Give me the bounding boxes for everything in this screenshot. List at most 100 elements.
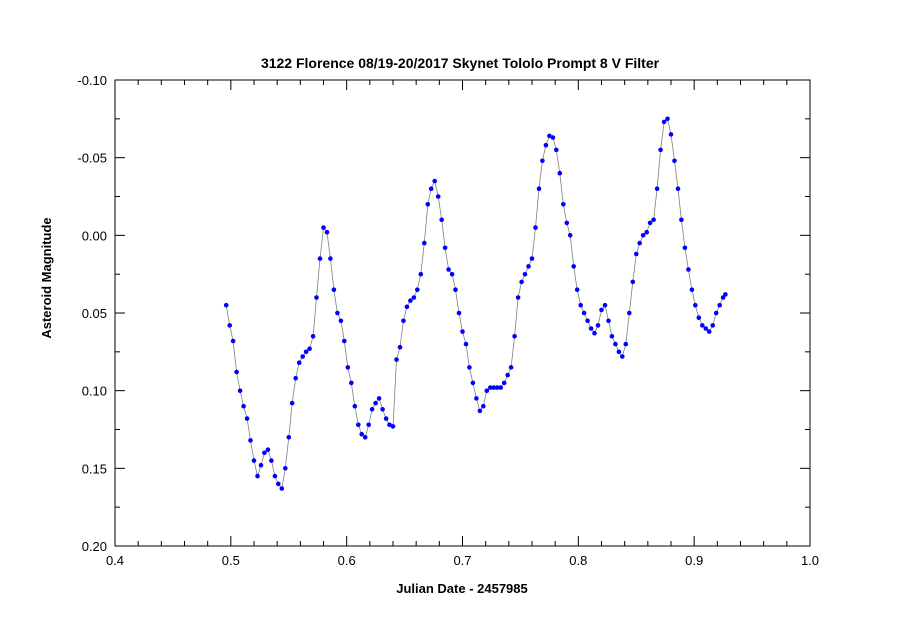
plot-frame <box>114 79 811 547</box>
data-point <box>223 302 229 308</box>
data-point <box>672 158 677 164</box>
data-point <box>606 318 611 324</box>
data-point <box>435 194 441 199</box>
data-point <box>227 323 232 328</box>
data-point <box>498 385 504 390</box>
data-point <box>696 315 702 321</box>
y-tick-label: 0.10 <box>82 384 107 399</box>
data-point <box>529 256 535 261</box>
data-point <box>248 438 253 443</box>
data-point <box>536 186 542 191</box>
data-point <box>630 279 636 285</box>
data-point <box>244 416 250 421</box>
data-point <box>564 220 570 226</box>
y-tick-label: 0.05 <box>82 306 107 321</box>
data-point <box>272 473 278 479</box>
data-point <box>359 431 365 437</box>
data-point <box>599 307 604 313</box>
data-point <box>668 132 674 137</box>
y-axis-ticks <box>115 79 810 547</box>
data-point <box>561 202 566 207</box>
data-point <box>404 304 410 310</box>
data-point <box>415 287 420 293</box>
data-point <box>522 271 528 277</box>
data-point <box>613 341 618 347</box>
data-point <box>394 357 399 362</box>
data-point <box>408 298 413 303</box>
data-point <box>470 380 476 386</box>
data-point <box>401 318 406 324</box>
data-point <box>484 388 490 394</box>
y-tick-label: 0.15 <box>82 461 107 476</box>
data-point <box>331 287 337 293</box>
data-point <box>627 310 632 316</box>
series-connector-line <box>225 118 726 490</box>
y-tick-label: -0.05 <box>77 151 107 166</box>
data-point <box>283 466 288 471</box>
data-point <box>390 424 396 429</box>
data-point <box>526 264 531 269</box>
data-point <box>554 147 559 153</box>
data-point <box>661 119 667 125</box>
data-point <box>501 380 507 386</box>
data-point <box>519 279 524 285</box>
data-point <box>442 245 448 251</box>
data-point <box>411 295 417 300</box>
data-point <box>460 329 465 334</box>
x-tick-label: 0.4 <box>106 553 124 568</box>
data-point <box>640 233 646 238</box>
data-point <box>234 369 239 375</box>
data-point <box>356 422 361 428</box>
data-point <box>293 375 299 381</box>
data-point <box>230 338 236 344</box>
data-point <box>723 292 728 297</box>
data-point <box>317 256 323 261</box>
data-point <box>449 271 455 277</box>
data-point <box>689 287 695 293</box>
data-point <box>352 403 358 409</box>
x-tick-label: 0.9 <box>685 553 703 568</box>
data-point <box>338 318 344 324</box>
data-point <box>342 338 347 344</box>
data-point <box>609 334 615 339</box>
data-point <box>481 403 486 409</box>
data-point <box>265 447 271 453</box>
data-point <box>710 323 715 328</box>
data-point <box>300 354 306 359</box>
data-point <box>515 295 521 300</box>
data-point <box>581 310 587 316</box>
data-point <box>703 326 709 331</box>
data-point <box>693 302 698 308</box>
data-point <box>289 400 295 406</box>
data-point <box>303 349 309 355</box>
data-point <box>383 416 389 421</box>
data-point <box>651 217 656 223</box>
data-point <box>578 302 583 308</box>
data-point <box>453 287 458 293</box>
data-point <box>286 435 292 440</box>
x-tick-label: 0.5 <box>222 553 240 568</box>
data-point <box>428 186 434 191</box>
data-point <box>592 330 597 336</box>
data-point <box>505 372 511 378</box>
data-point <box>620 354 625 359</box>
data-point <box>494 385 500 390</box>
data-point <box>567 233 573 238</box>
data-point <box>654 186 660 191</box>
data-point <box>376 396 382 401</box>
data-point <box>418 271 424 277</box>
data-point <box>279 486 285 491</box>
data-point <box>269 458 274 463</box>
data-point <box>571 264 576 269</box>
y-tick-label: -0.10 <box>77 73 107 88</box>
data-point <box>369 407 375 412</box>
data-point <box>675 186 681 191</box>
data-point <box>380 407 385 412</box>
y-axis-label: Asteroid Magnitude <box>39 217 54 338</box>
y-axis-tick-labels: -0.10 -0.05 0.00 0.05 0.10 0.15 0.20 <box>77 73 107 554</box>
data-point <box>533 225 538 230</box>
data-point <box>296 360 302 366</box>
x-axis-tick-labels: 0.4 0.5 0.6 0.7 0.8 0.9 1.0 <box>106 553 819 568</box>
data-point <box>314 295 319 300</box>
